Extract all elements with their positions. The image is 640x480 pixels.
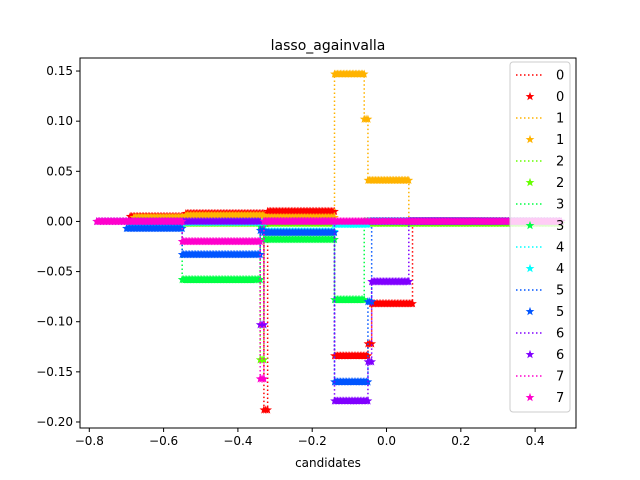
series-markers (177, 236, 265, 246)
series-markers (330, 351, 373, 360)
series-markers (363, 339, 377, 348)
legend-item: 1 (525, 133, 564, 148)
legend-label: 7 (556, 370, 564, 385)
y-axis: 0.15 0.10 0.05 0.00 −0.05 −0.10 −0.15 −0.20 (36, 64, 80, 429)
series-markers (122, 223, 187, 233)
series-markers (330, 295, 369, 304)
y-tick-label: 0.00 (46, 214, 73, 228)
legend-item: 4 (516, 241, 564, 256)
legend-item: 4 (525, 262, 564, 277)
x-tick-label: −0.2 (298, 434, 327, 448)
series-markers (367, 277, 414, 286)
y-tick-label: −0.10 (36, 315, 73, 329)
chart-title: lasso_againvalla (271, 38, 386, 54)
legend-label: 4 (556, 241, 564, 256)
series-markers (367, 299, 417, 308)
legend-star-swatch (525, 91, 535, 101)
legend-label: 2 (556, 155, 564, 170)
plot-frame (79, 57, 577, 429)
series-line (96, 220, 562, 380)
legend-item: 1 (516, 112, 564, 127)
legend-item: 0 (516, 69, 564, 84)
legend-label: 0 (556, 69, 564, 84)
legend-star-swatch (525, 134, 535, 144)
legend-label: 2 (556, 176, 564, 191)
legend-star-swatch (525, 263, 535, 273)
legend-star-swatch (525, 306, 535, 316)
x-tick-label: 0.2 (451, 434, 470, 448)
legend-box (509, 61, 571, 413)
legend-label: 3 (556, 198, 564, 213)
series-markers (259, 405, 272, 414)
y-tick-label: −0.05 (36, 265, 73, 279)
series-markers (330, 377, 373, 386)
y-tick-label: 0.10 (46, 114, 73, 128)
legend-label: 0 (556, 90, 564, 105)
legend-item: 2 (525, 176, 564, 191)
series-markers (255, 320, 269, 329)
legend-label: 6 (556, 348, 564, 363)
series-markers (363, 175, 414, 185)
series-markers (330, 69, 369, 78)
legend-label: 1 (556, 133, 564, 148)
legend-star-swatch (525, 349, 535, 359)
legend-label: 3 (556, 219, 564, 234)
series-markers (177, 249, 265, 259)
y-tick-label: 0.15 (46, 64, 73, 78)
x-tick-label: 0.0 (377, 434, 396, 448)
series-markers (363, 357, 377, 366)
legend-label: 5 (556, 284, 564, 299)
x-tick-label: −0.6 (149, 434, 178, 448)
series-markers (259, 216, 566, 226)
series-markers (92, 216, 187, 226)
x-tick-label: 0.4 (526, 434, 545, 448)
series-markers (177, 216, 265, 226)
series-markers (363, 297, 377, 306)
y-tick-label: −0.15 (36, 365, 73, 379)
legend-item: 6 (516, 327, 564, 342)
series-markers (259, 227, 339, 237)
legend-item: 6 (525, 348, 564, 363)
legend-item: 0 (525, 90, 564, 105)
series-markers (255, 374, 269, 383)
legend-item: 3 (525, 219, 564, 234)
x-axis: −0.8 −0.6 −0.4 −0.2 0.0 0.2 0.4 (75, 428, 545, 448)
series-markers (177, 275, 265, 284)
y-tick-label: −0.20 (36, 415, 73, 429)
legend-item: 2 (516, 155, 564, 170)
legend-label: 7 (556, 391, 564, 406)
series-7 (92, 216, 566, 383)
x-axis-label: candidates (295, 456, 361, 470)
legend-item: 5 (525, 305, 564, 320)
legend-item: 7 (516, 370, 564, 385)
legend-item: 7 (525, 391, 564, 406)
legend-item: 5 (516, 284, 564, 299)
x-tick-label: −0.8 (75, 434, 104, 448)
y-tick-label: 0.05 (46, 164, 73, 178)
legend-star-swatch (525, 392, 535, 402)
legend: 0 0 1 1 2 2 3 3 4 4 5 5 6 6 7 7 (509, 61, 571, 413)
series-markers (330, 396, 373, 405)
x-tick-label: −0.4 (223, 434, 252, 448)
legend-label: 6 (556, 327, 564, 342)
series-markers (263, 206, 339, 216)
legend-item: 3 (516, 198, 564, 213)
series-markers (359, 114, 373, 123)
legend-label: 4 (556, 262, 564, 277)
legend-label: 5 (556, 305, 564, 320)
series-markers (255, 355, 269, 364)
series-markers (259, 234, 339, 244)
legend-star-swatch (525, 220, 535, 230)
legend-label: 1 (556, 112, 564, 127)
legend-star-swatch (525, 177, 535, 187)
